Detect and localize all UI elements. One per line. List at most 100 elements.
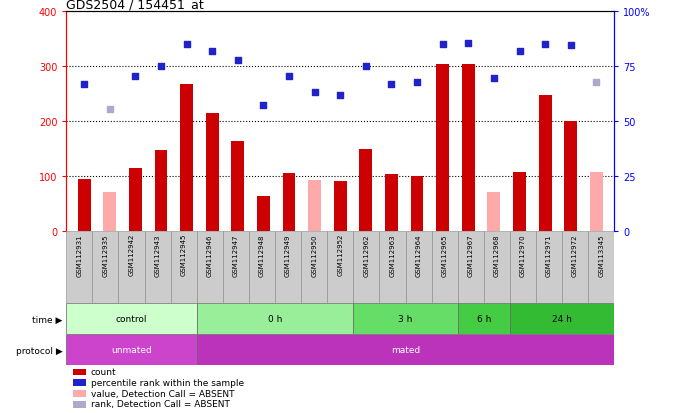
Point <box>437 42 448 49</box>
Bar <box>78 179 91 231</box>
Bar <box>334 182 347 231</box>
Text: GSM112965: GSM112965 <box>442 233 447 276</box>
Bar <box>327 231 353 304</box>
Bar <box>510 304 614 335</box>
Text: percentile rank within the sample: percentile rank within the sample <box>91 378 244 387</box>
Point <box>335 92 346 99</box>
Bar <box>66 304 197 335</box>
Text: 6 h: 6 h <box>477 315 491 323</box>
Bar <box>155 150 168 231</box>
Bar <box>129 169 142 231</box>
Bar <box>66 231 92 304</box>
Text: GSM112950: GSM112950 <box>311 233 317 276</box>
Bar <box>539 95 551 231</box>
Point <box>489 76 500 83</box>
Bar <box>353 231 380 304</box>
Point <box>514 48 525 55</box>
Bar <box>206 114 218 231</box>
Text: GSM112942: GSM112942 <box>128 233 135 276</box>
Text: GSM112968: GSM112968 <box>493 233 500 276</box>
Point <box>309 90 320 96</box>
Bar <box>406 231 431 304</box>
Bar <box>197 231 223 304</box>
Bar <box>275 231 301 304</box>
Text: GSM112967: GSM112967 <box>468 233 474 276</box>
Text: GSM112963: GSM112963 <box>389 233 396 276</box>
Bar <box>458 231 484 304</box>
Text: count: count <box>91 367 117 376</box>
Bar <box>462 64 475 231</box>
Point <box>540 42 551 49</box>
Point <box>591 79 602 86</box>
Bar <box>197 304 353 335</box>
Bar <box>283 174 295 231</box>
Text: 0 h: 0 h <box>268 315 282 323</box>
Point <box>258 102 269 109</box>
Bar <box>92 231 119 304</box>
Point <box>207 48 218 55</box>
Text: GSM112962: GSM112962 <box>364 233 369 276</box>
Point <box>181 42 192 49</box>
Bar <box>223 231 249 304</box>
Point <box>79 81 90 88</box>
Text: GSM112948: GSM112948 <box>259 233 265 276</box>
Text: GSM112970: GSM112970 <box>520 233 526 276</box>
Text: GSM112971: GSM112971 <box>546 233 552 276</box>
Bar <box>249 231 275 304</box>
Text: rank, Detection Call = ABSENT: rank, Detection Call = ABSENT <box>91 399 230 408</box>
Text: GDS2504 / 154451_at: GDS2504 / 154451_at <box>66 0 204 11</box>
Bar <box>232 142 244 231</box>
Text: GSM112952: GSM112952 <box>337 233 343 276</box>
Bar <box>197 335 614 366</box>
Bar <box>590 172 602 231</box>
Bar <box>257 197 270 231</box>
Bar <box>436 64 449 231</box>
Text: 24 h: 24 h <box>552 315 572 323</box>
Bar <box>359 149 372 231</box>
Text: unmated: unmated <box>111 346 152 354</box>
Bar <box>431 231 458 304</box>
Bar <box>536 231 562 304</box>
Point <box>130 73 141 80</box>
Bar <box>180 85 193 231</box>
Text: GSM112931: GSM112931 <box>76 233 82 276</box>
Text: GSM112943: GSM112943 <box>155 233 161 276</box>
Text: GSM112964: GSM112964 <box>415 233 422 276</box>
Bar <box>380 231 406 304</box>
Bar <box>119 231 144 304</box>
Point <box>412 79 423 86</box>
Text: GSM112945: GSM112945 <box>181 233 187 276</box>
Bar <box>66 335 197 366</box>
Point <box>156 64 167 71</box>
Text: GSM112947: GSM112947 <box>233 233 239 276</box>
Text: protocol ▶: protocol ▶ <box>16 346 63 355</box>
Point <box>360 64 371 71</box>
Text: time ▶: time ▶ <box>32 315 63 324</box>
Point <box>386 81 397 88</box>
Bar <box>309 180 321 231</box>
Point <box>232 57 244 64</box>
Text: GSM112935: GSM112935 <box>103 233 108 276</box>
Text: GSM112946: GSM112946 <box>207 233 213 276</box>
Bar <box>510 231 536 304</box>
Bar <box>513 173 526 231</box>
Point <box>104 107 115 113</box>
Bar <box>301 231 327 304</box>
Bar <box>564 122 577 231</box>
Bar <box>103 193 117 231</box>
Bar <box>385 175 398 231</box>
Point <box>565 43 577 50</box>
Text: GSM112972: GSM112972 <box>572 233 578 276</box>
Bar <box>487 193 500 231</box>
Text: value, Detection Call = ABSENT: value, Detection Call = ABSENT <box>91 389 235 398</box>
Text: GSM112949: GSM112949 <box>285 233 291 276</box>
Bar <box>588 231 614 304</box>
Text: mated: mated <box>391 346 420 354</box>
Text: GSM113345: GSM113345 <box>598 233 604 276</box>
Bar <box>458 304 510 335</box>
Point <box>283 73 295 80</box>
Bar <box>171 231 197 304</box>
Text: 3 h: 3 h <box>399 315 413 323</box>
Bar <box>562 231 588 304</box>
Bar <box>144 231 171 304</box>
